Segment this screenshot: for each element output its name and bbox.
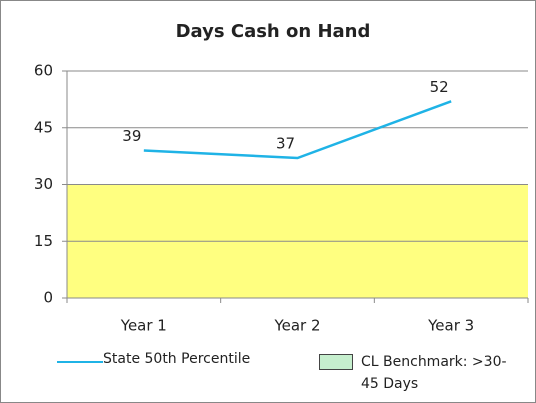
chart-title: Days Cash on Hand [176,21,371,42]
x-tick-label: Year 1 [120,317,167,332]
y-tick-label: 30 [34,175,53,193]
legend-item: State 50th Percentile [57,351,250,367]
data-label: 52 [430,78,449,96]
chart: Days Cash on Hand 0 15 30 45 60 Year 1 Year 2 Y… [34,21,529,335]
line-series [143,100,452,160]
y-tick-label: 45 [34,118,53,136]
data-label: 37 [276,135,295,153]
x-tick-label: Year 2 [273,317,320,332]
legend-label: State 50th Percentile [103,351,251,367]
y-tick-label: 0 [43,289,53,307]
legend-item: CL Benchmark: >30-45 Days [319,351,529,395]
y-tick-label: 15 [34,232,53,250]
y-tick-label: 60 [34,62,53,80]
legend-swatch [57,361,103,363]
legend-label: CL Benchmark: >30-45 Days [361,354,507,392]
data-label: 39 [122,127,141,145]
legend-swatch [319,354,353,370]
x-tick-label: Year 3 [427,317,474,332]
